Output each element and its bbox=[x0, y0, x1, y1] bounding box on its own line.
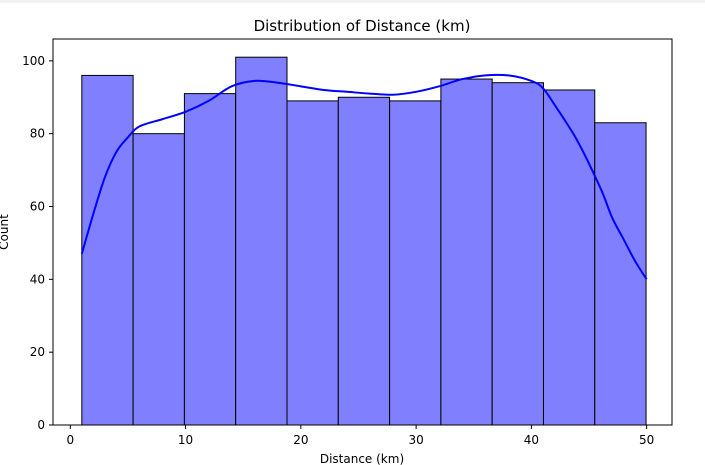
y-tick-label-100: 100 bbox=[22, 54, 45, 68]
y-axis-label: Count bbox=[0, 214, 11, 250]
histogram-bar-5 bbox=[286, 100, 339, 426]
histogram-bar-8 bbox=[440, 78, 493, 426]
x-tick-label-50: 50 bbox=[639, 433, 654, 447]
histogram-bars bbox=[81, 56, 647, 426]
histogram-bar-1 bbox=[81, 74, 134, 426]
plot-frame bbox=[52, 38, 673, 426]
histogram-bar-2 bbox=[132, 133, 185, 426]
histogram-bar-10 bbox=[542, 89, 596, 426]
x-tick-label-30: 30 bbox=[408, 433, 423, 447]
y-tick-label-0: 0 bbox=[37, 418, 45, 432]
y-tick-label-60: 60 bbox=[30, 200, 45, 214]
chart-title: Distribution of Distance (km) bbox=[254, 17, 471, 35]
x-tick-label-10: 10 bbox=[178, 433, 193, 447]
histogram-bar-11 bbox=[594, 122, 647, 426]
histogram-bar-7 bbox=[389, 100, 442, 426]
x-tick-label-0: 0 bbox=[66, 433, 74, 447]
top-divider bbox=[0, 0, 705, 3]
kde-line bbox=[80, 73, 648, 280]
x-axis: 0 10 20 30 40 50 bbox=[66, 425, 654, 447]
histogram-bar-4 bbox=[235, 56, 288, 426]
x-tick-label-20: 20 bbox=[293, 433, 308, 447]
y-tick-label-20: 20 bbox=[30, 345, 45, 359]
histogram-bar-9 bbox=[491, 82, 544, 426]
y-tick-label-80: 80 bbox=[30, 127, 45, 141]
histogram-bar-6 bbox=[337, 96, 391, 426]
x-tick-label-40: 40 bbox=[524, 433, 539, 447]
histogram-bar-3 bbox=[183, 93, 237, 426]
x-axis-label: Distance (km) bbox=[320, 452, 404, 465]
y-axis: 0 20 40 60 80 100 bbox=[22, 54, 53, 432]
y-tick-label-40: 40 bbox=[30, 272, 45, 286]
